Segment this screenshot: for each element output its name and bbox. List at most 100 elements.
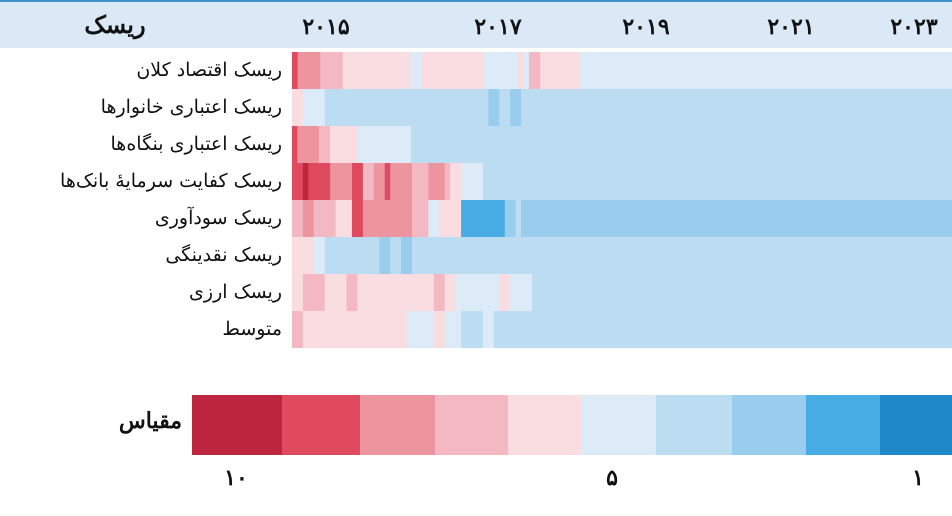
heatmap-cell [292, 200, 299, 237]
heatmap-cell [551, 52, 558, 89]
heatmap-cell [908, 311, 915, 348]
heatmap-cell [870, 163, 877, 200]
heatmap-cell [390, 163, 397, 200]
heatmap-cell [616, 126, 623, 163]
heatmap-cell [324, 126, 331, 163]
heatmap-cell [822, 126, 829, 163]
heatmap-cell [570, 200, 577, 237]
heatmap-cell [930, 311, 937, 348]
heatmap-cell [483, 52, 491, 89]
heatmap-cell [548, 237, 555, 274]
heatmap-cell [638, 126, 645, 163]
heatmap-cell [559, 274, 566, 311]
legend-swatch [360, 395, 435, 455]
heatmap-cell [390, 200, 397, 237]
heatmap-cell [748, 52, 756, 89]
heatmap-cell [859, 274, 866, 311]
heatmap-cell [793, 89, 800, 126]
heatmap-cell [401, 163, 408, 200]
heatmap-cell [755, 163, 762, 200]
heatmap-cell [886, 89, 893, 126]
heatmap-cell [548, 89, 555, 126]
heatmap-cell [390, 89, 397, 126]
heatmap-cell [602, 237, 609, 274]
heatmap-cell [373, 89, 380, 126]
heatmap-cell [602, 163, 609, 200]
heatmap-cell [782, 237, 789, 274]
heatmap-cell [717, 89, 724, 126]
heatmap-cell [815, 200, 822, 237]
heatmap-cell [673, 89, 680, 126]
heatmap-cell [619, 200, 626, 237]
heatmap-cell [313, 89, 320, 126]
heatmap-cell [395, 200, 402, 237]
heatmap-cell [619, 163, 626, 200]
heatmap-cell [766, 200, 773, 237]
heatmap-cell [804, 274, 811, 311]
heatmap-cell [341, 163, 348, 200]
heatmap-cell [695, 200, 702, 237]
heatmap-cell [892, 237, 899, 274]
heatmap-cell [816, 52, 823, 89]
heatmap-cell [799, 89, 806, 126]
heatmap-cell [592, 163, 599, 200]
heatmap-cell [608, 200, 615, 237]
heatmap-cell [913, 274, 920, 311]
heatmap-cell [537, 163, 544, 200]
heatmap-cell [881, 237, 888, 274]
heatmap-cell [690, 274, 697, 311]
heatmap-cell [842, 89, 849, 126]
heatmap-cell [542, 274, 549, 311]
heatmap-cell [679, 311, 686, 348]
heatmap-cell [308, 52, 316, 89]
heatmap-cell [864, 89, 871, 126]
heatmap-cell [575, 274, 582, 311]
heatmap-cell [946, 237, 952, 274]
heatmap-cell [325, 52, 333, 89]
heatmap-cell [390, 237, 397, 274]
heatmap-cell [914, 126, 921, 163]
heatmap-cell [428, 200, 435, 237]
heatmap-cell [789, 126, 796, 163]
heatmap-cell [873, 52, 880, 89]
heatmap-cell [844, 52, 852, 89]
heatmap-cell [324, 200, 331, 237]
heatmap-cell [546, 126, 553, 163]
heatmap-cell [412, 200, 419, 237]
heatmap-cell [302, 200, 309, 237]
heatmap-cell [848, 163, 855, 200]
heatmap-cell [624, 237, 631, 274]
legend-swatch [806, 395, 880, 455]
heatmap-cell [378, 126, 385, 163]
heatmap-cell [324, 163, 331, 200]
heatmap-cell [357, 200, 364, 237]
heatmap-cell [772, 237, 779, 274]
heatmap-cell [750, 237, 757, 274]
heatmap-cell [395, 274, 402, 311]
heatmap-cell [297, 52, 304, 89]
heatmap-cell [401, 237, 408, 274]
heatmap-cell [401, 200, 408, 237]
heatmap-cell [646, 237, 653, 274]
heatmap-cell [619, 274, 626, 311]
heatmap-cell [703, 126, 710, 163]
heatmap-cell [630, 89, 637, 126]
header-bar: ریسک ۲۰۱۵ ۲۰۱۷ ۲۰۱۹ ۲۰۲۱ ۲۰۲۳ [0, 0, 952, 48]
heatmap-cell [510, 163, 517, 200]
heatmap-cell [368, 200, 375, 237]
heatmap-cell [717, 274, 724, 311]
heatmap-cell [532, 163, 539, 200]
heatmap-cell [359, 52, 366, 89]
heatmap-cell [935, 89, 942, 126]
heatmap-cell [584, 126, 591, 163]
heatmap-cell [362, 89, 369, 126]
heatmap-cell [416, 126, 423, 163]
heatmap-cell [912, 52, 919, 89]
heatmap-cell [897, 89, 904, 126]
heatmap-cell [946, 311, 952, 348]
heatmap-cell [422, 89, 429, 126]
heatmap-cell [335, 163, 342, 200]
heatmap-cell [632, 126, 639, 163]
heatmap-cell [930, 237, 937, 274]
heatmap-cell [684, 200, 691, 237]
